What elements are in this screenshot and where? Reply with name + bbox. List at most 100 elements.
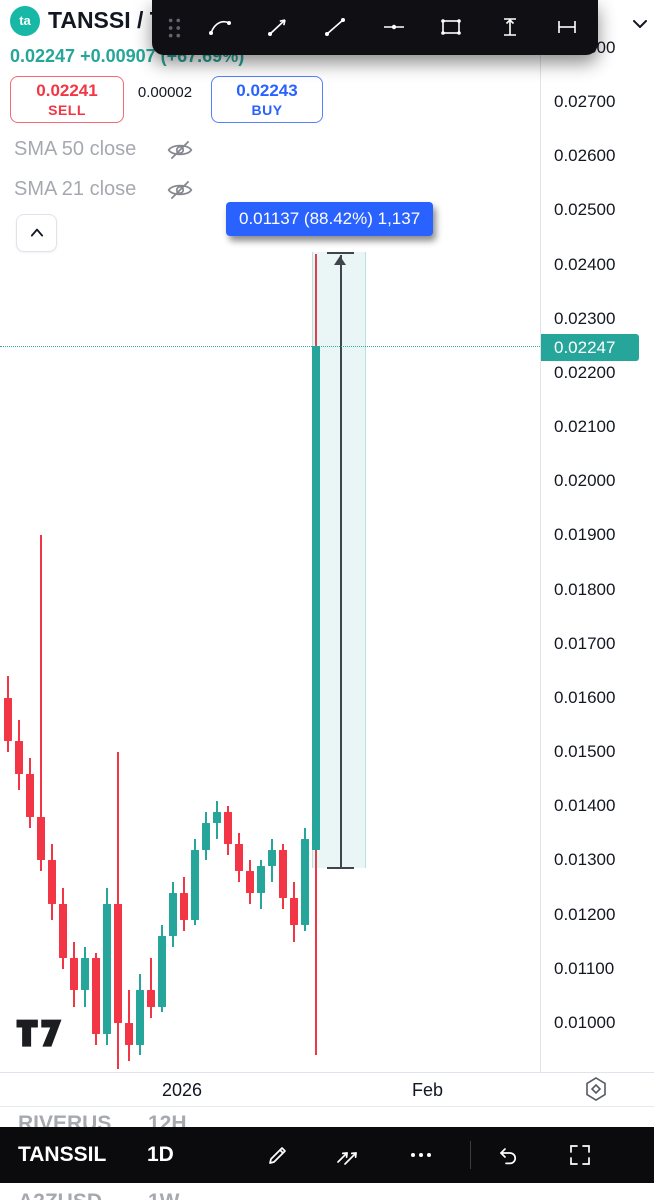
- price-range-tool-icon[interactable]: [497, 14, 523, 40]
- candle-body: [180, 892, 188, 921]
- price-tick-label: 0.01800: [554, 579, 616, 599]
- price-tick-label: 0.01500: [554, 742, 616, 762]
- tradingview-watermark: [16, 1019, 62, 1047]
- indicators-icon[interactable]: [334, 1142, 360, 1168]
- price-tick-label: 0.02400: [554, 254, 616, 274]
- sell-price: 0.02241: [36, 81, 98, 100]
- price-tick-label: 0.02700: [554, 92, 616, 111]
- price-tick-label: 0.02300: [554, 308, 616, 328]
- buy-button[interactable]: 0.02243 BUY: [211, 76, 323, 123]
- price-axis[interactable]: 0.028000.027000.026000.025000.024000.023…: [540, 0, 654, 1072]
- active-symbol[interactable]: TANSSIL: [18, 1143, 107, 1166]
- candle-body: [191, 849, 199, 921]
- candle-body: [92, 957, 100, 1034]
- candle-body: [37, 817, 45, 861]
- trend-line-tool-icon[interactable]: [322, 14, 348, 40]
- sma21-label[interactable]: SMA 21 close: [14, 178, 137, 200]
- time-axis[interactable]: 2026 Feb: [0, 1072, 654, 1106]
- candle-body: [59, 903, 67, 958]
- price-tick-label: 0.02000: [554, 471, 616, 491]
- candle-body: [224, 811, 232, 845]
- collapse-legend-button[interactable]: [16, 214, 57, 252]
- toolbar-divider: [470, 1141, 471, 1169]
- price-tick-label: 0.01200: [554, 904, 616, 924]
- buy-price: 0.02243: [236, 81, 298, 100]
- candle-body: [169, 892, 177, 937]
- candle-body: [26, 773, 34, 818]
- toolbar-collapse-chevron-icon[interactable]: [629, 13, 651, 35]
- current-price-line: [0, 346, 540, 348]
- time-label-year: 2026: [162, 1080, 203, 1100]
- price-tick-label: 0.02600: [554, 146, 616, 166]
- bottom-toolbar: TANSSIL 1D: [0, 1127, 654, 1183]
- candle-body: [246, 871, 254, 893]
- candle-body: [15, 741, 23, 774]
- candle-body: [213, 811, 221, 823]
- buy-label: BUY: [251, 102, 283, 118]
- candle-body: [125, 1022, 133, 1045]
- candle-body: [81, 957, 89, 991]
- candle-body: [136, 990, 144, 1045]
- interval-button[interactable]: 1D: [147, 1143, 174, 1166]
- watchlist-interval: 1W: [148, 1187, 180, 1200]
- candle-body: [48, 860, 56, 904]
- symbol-title[interactable]: TANSSI / T: [48, 7, 164, 33]
- price-tick-label: 0.01000: [554, 1012, 616, 1032]
- candle-body: [103, 903, 111, 1034]
- candle-body: [290, 898, 298, 926]
- symbol-logo: ta: [10, 6, 40, 36]
- sell-label: SELL: [48, 102, 86, 118]
- price-tick-label: 0.01300: [554, 850, 616, 870]
- candle-wick: [150, 957, 152, 1018]
- sma21-visibility-eye-off-icon[interactable]: [166, 176, 194, 204]
- measure-line: [340, 255, 342, 869]
- axis-settings-icon[interactable]: [582, 1075, 610, 1103]
- drag-handle[interactable]: [162, 15, 188, 41]
- drawing-toolbar: [152, 0, 598, 55]
- watchlist-row[interactable]: A2ZUSD 1W: [0, 1187, 654, 1200]
- candle-body: [279, 849, 287, 899]
- candle-body: [301, 838, 309, 926]
- candle-body: [147, 990, 155, 1007]
- measure-region: [312, 252, 366, 869]
- price-tick-label: 0.01400: [554, 796, 616, 816]
- sell-button[interactable]: 0.02241 SELL: [10, 76, 124, 123]
- measure-up-arrow-icon: [334, 256, 346, 266]
- candle-body: [114, 903, 122, 1023]
- price-tick-label: 0.02100: [554, 417, 616, 437]
- horizontal-line-tool-icon[interactable]: [381, 14, 407, 40]
- draw-pencil-icon[interactable]: [265, 1142, 291, 1168]
- candle-body: [4, 697, 12, 742]
- curve-tool-icon[interactable]: [207, 14, 233, 40]
- candle-body: [268, 849, 276, 866]
- price-tick-label: 0.02500: [554, 200, 616, 220]
- measure-bottom-cap: [327, 867, 354, 870]
- price-tick-label: 0.01600: [554, 687, 616, 707]
- sma50-visibility-eye-off-icon[interactable]: [166, 136, 194, 164]
- candle-wick: [40, 535, 42, 872]
- candle-body: [312, 345, 320, 850]
- measure-top-cap: [327, 252, 354, 255]
- trend-arrow-tool-icon[interactable]: [265, 14, 291, 40]
- chart-canvas[interactable]: [0, 0, 540, 1072]
- chevron-up-icon: [30, 228, 43, 237]
- rectangle-tool-icon[interactable]: [438, 14, 464, 40]
- sma50-label[interactable]: SMA 50 close: [14, 138, 137, 160]
- date-range-tool-icon[interactable]: [554, 14, 580, 40]
- price-tick-label: 0.01100: [554, 958, 615, 978]
- candle-body: [70, 957, 78, 991]
- undo-icon[interactable]: [494, 1142, 520, 1168]
- price-tick-label: 0.02200: [554, 362, 616, 382]
- price-tick-label: 0.01900: [554, 525, 616, 545]
- spread-value: 0.00002: [137, 84, 193, 101]
- more-options-icon[interactable]: [408, 1142, 434, 1168]
- fullscreen-icon[interactable]: [567, 1142, 593, 1168]
- candle-body: [235, 844, 243, 872]
- candle-body: [158, 936, 166, 1007]
- candle-body: [202, 822, 210, 850]
- time-label-month: Feb: [412, 1080, 444, 1100]
- measure-tooltip: 0.01137 (88.42%) 1,137: [226, 202, 434, 236]
- price-tick-label: 0.01700: [554, 633, 616, 653]
- candle-body: [257, 865, 265, 893]
